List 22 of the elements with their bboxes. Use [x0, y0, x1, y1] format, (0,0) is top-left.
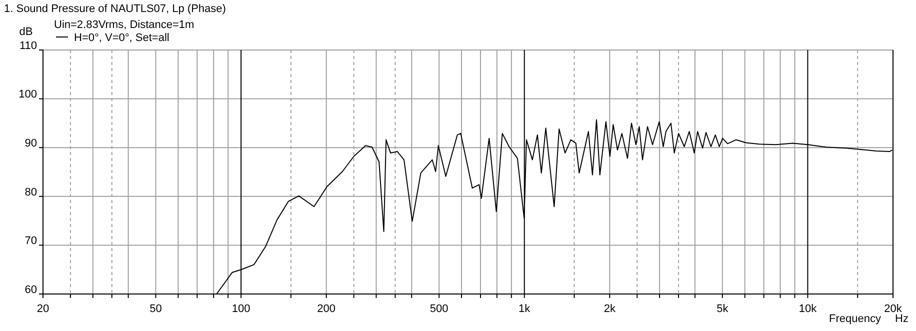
- x-tick-label: 5k: [716, 303, 729, 315]
- x-tick-label: 10k: [798, 303, 818, 315]
- x-tick-label: 1k: [518, 303, 531, 315]
- y-tick-label: 60: [24, 284, 37, 296]
- y-tick-label: 80: [24, 186, 37, 198]
- legend-label: H=0°, V=0°, Set=all: [74, 32, 170, 44]
- y-axis-title: dB: [19, 26, 33, 38]
- x-tick-label: 200: [317, 303, 336, 315]
- x-axis-title: Frequency: [829, 313, 882, 325]
- x-tick-label: 20k: [884, 303, 902, 315]
- x-tick-label: 50: [150, 303, 162, 315]
- y-tick-label: 90: [24, 138, 37, 150]
- y-tick-label: 100: [18, 88, 37, 101]
- chart-title: 1. Sound Pressure of NAUTLS07, Lp (Phase): [4, 3, 226, 15]
- chart-subtitle: Uin=2.83Vrms, Distance=1m: [54, 19, 194, 31]
- x-tick-label: 100: [232, 303, 250, 315]
- x-tick-label: 500: [430, 303, 448, 315]
- y-tick-label: 70: [24, 235, 37, 248]
- text: Hz: [895, 313, 908, 325]
- x-tick-label: 20: [36, 303, 50, 315]
- y-tick-label: 110: [19, 40, 37, 52]
- x-tick-label: 2k: [604, 303, 616, 315]
